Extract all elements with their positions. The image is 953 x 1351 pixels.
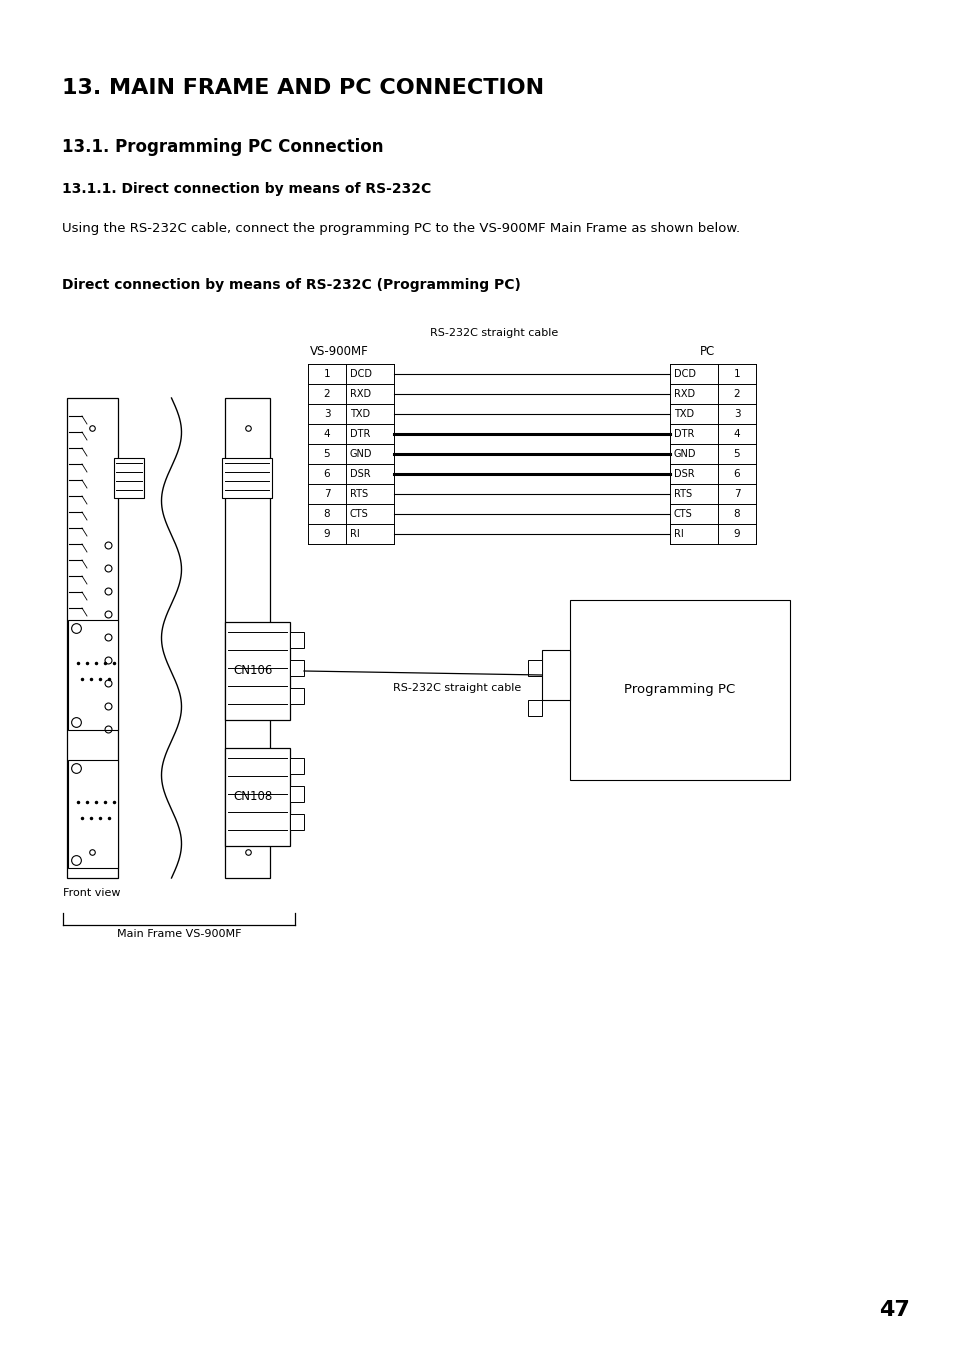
Text: 5: 5	[323, 449, 330, 459]
Text: RS-232C straight cable: RS-232C straight cable	[393, 684, 520, 693]
Text: Using the RS-232C cable, connect the programming PC to the VS-900MF Main Frame a: Using the RS-232C cable, connect the pro…	[62, 222, 740, 235]
Text: 13.1.1. Direct connection by means of RS-232C: 13.1.1. Direct connection by means of RS…	[62, 182, 431, 196]
Bar	[290, 661, 304, 676]
Text: GND: GND	[673, 449, 696, 459]
Text: Main Frame VS-900MF: Main Frame VS-900MF	[116, 929, 241, 939]
Bar	[290, 632, 304, 648]
Text: 2: 2	[323, 389, 330, 399]
Text: CTS: CTS	[673, 509, 692, 519]
Bar	[290, 815, 304, 830]
Text: 13.1. Programming PC Connection: 13.1. Programming PC Connection	[62, 138, 383, 155]
Bar	[569, 600, 789, 780]
Bar	[225, 621, 290, 720]
Text: RS-232C straight cable: RS-232C straight cable	[430, 328, 558, 338]
Bar	[113, 458, 144, 499]
Text: 8: 8	[733, 509, 740, 519]
Text: CN108: CN108	[233, 790, 272, 804]
Text: 4: 4	[733, 430, 740, 439]
Text: 8: 8	[323, 509, 330, 519]
Text: DCD: DCD	[673, 369, 696, 380]
Text: 9: 9	[733, 530, 740, 539]
Text: 13. MAIN FRAME AND PC CONNECTION: 13. MAIN FRAME AND PC CONNECTION	[62, 78, 543, 99]
Text: Programming PC: Programming PC	[623, 684, 735, 697]
Text: 7: 7	[733, 489, 740, 499]
Text: RI: RI	[673, 530, 683, 539]
Text: PC: PC	[700, 345, 715, 358]
Bar	[68, 620, 118, 730]
Bar	[225, 399, 270, 878]
Text: Direct connection by means of RS-232C (Programming PC): Direct connection by means of RS-232C (P…	[62, 278, 520, 292]
Text: DTR: DTR	[673, 430, 694, 439]
Text: DTR: DTR	[350, 430, 370, 439]
Bar	[225, 748, 290, 846]
Text: CTS: CTS	[350, 509, 369, 519]
Text: RI: RI	[350, 530, 359, 539]
Text: TXD: TXD	[673, 409, 694, 419]
Text: 3: 3	[323, 409, 330, 419]
Bar	[527, 661, 541, 676]
Text: DSR: DSR	[673, 469, 694, 480]
Bar	[527, 700, 541, 716]
Bar	[541, 650, 569, 700]
Text: 9: 9	[323, 530, 330, 539]
Text: Front view: Front view	[63, 888, 120, 898]
Bar	[290, 786, 304, 802]
Text: 47: 47	[879, 1300, 909, 1320]
Text: DCD: DCD	[350, 369, 372, 380]
Bar	[290, 688, 304, 704]
Text: 6: 6	[323, 469, 330, 480]
Bar	[68, 761, 118, 867]
Bar	[290, 758, 304, 774]
Text: 1: 1	[733, 369, 740, 380]
Text: 5: 5	[733, 449, 740, 459]
Text: TXD: TXD	[350, 409, 370, 419]
Text: CN106: CN106	[233, 665, 273, 677]
Bar	[67, 399, 118, 878]
Text: RTS: RTS	[673, 489, 691, 499]
Text: RXD: RXD	[673, 389, 695, 399]
Text: 6: 6	[733, 469, 740, 480]
Text: RXD: RXD	[350, 389, 371, 399]
Text: DSR: DSR	[350, 469, 370, 480]
Text: 1: 1	[323, 369, 330, 380]
Bar	[222, 458, 272, 499]
Text: 3: 3	[733, 409, 740, 419]
Text: 2: 2	[733, 389, 740, 399]
Text: 7: 7	[323, 489, 330, 499]
Text: GND: GND	[350, 449, 372, 459]
Text: RTS: RTS	[350, 489, 368, 499]
Text: VS-900MF: VS-900MF	[310, 345, 369, 358]
Text: 4: 4	[323, 430, 330, 439]
